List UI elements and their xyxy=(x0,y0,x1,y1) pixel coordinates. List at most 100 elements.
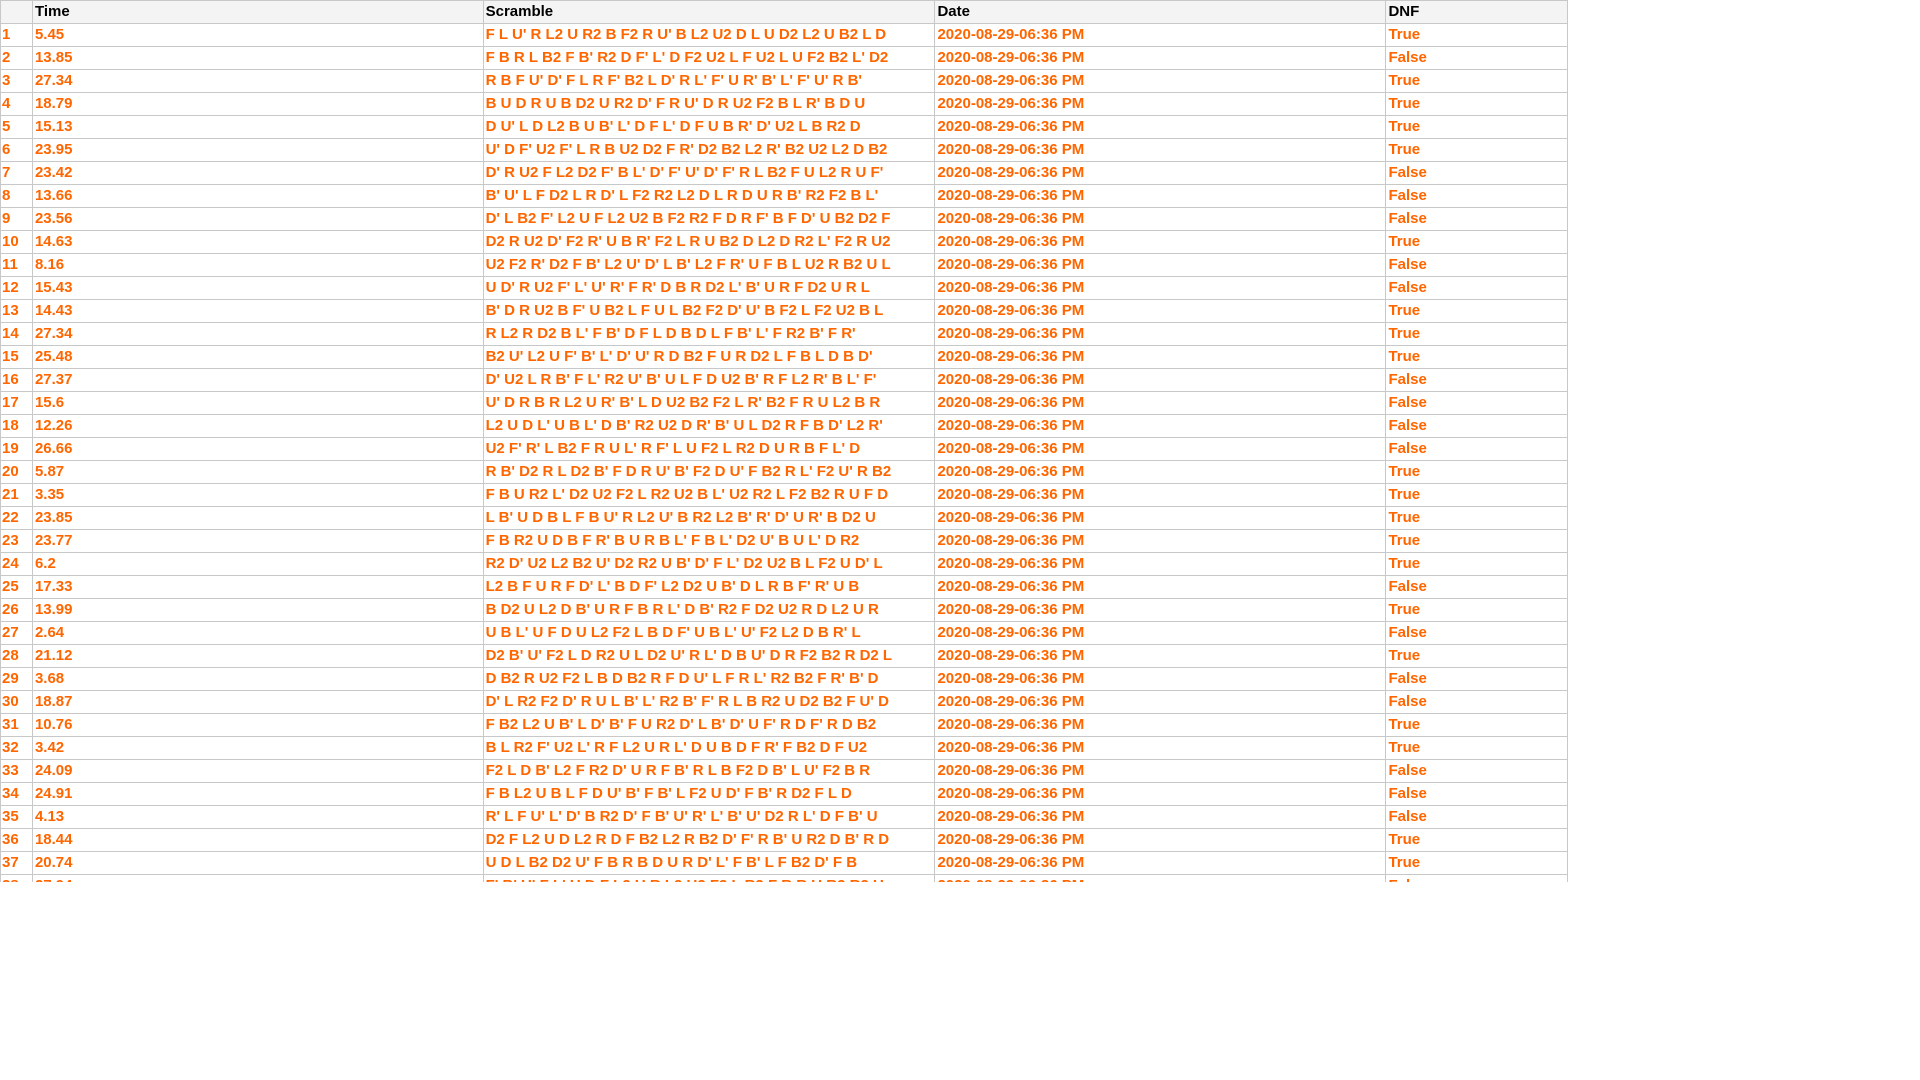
row-number[interactable]: 16 xyxy=(0,368,33,392)
scramble-cell[interactable]: L2 U D L' U B L' D B' R2 U2 D R' B' U L … xyxy=(482,414,936,438)
table-row[interactable]: 27 2.64 U B L' U F D U L2 F2 L B D F' U B … xyxy=(0,621,1568,645)
time-cell[interactable]: 26.66 xyxy=(31,437,484,461)
date-cell[interactable]: 2020-08-29-06:36 PM xyxy=(934,690,1387,714)
scramble-cell[interactable]: B D2 U L2 D B' U R F B R L' D B' R2 F D2… xyxy=(482,598,936,622)
row-number[interactable]: 25 xyxy=(0,575,33,599)
scramble-cell[interactable]: U' D R B R L2 U R' B' L D U2 B2 F2 L R' … xyxy=(482,391,936,415)
table-row[interactable]: 37 20.74 U D L B2 D2 U' F B R B D U R D' L… xyxy=(0,851,1568,875)
date-cell[interactable]: 2020-08-29-06:36 PM xyxy=(934,713,1387,737)
time-cell[interactable]: 27.34 xyxy=(31,322,484,346)
dnf-cell[interactable]: False xyxy=(1385,805,1568,829)
date-cell[interactable]: 2020-08-29-06:36 PM xyxy=(934,138,1387,162)
table-row[interactable]: 29 3.68 D B2 R U2 F2 L B D B2 R F D U' L F… xyxy=(0,667,1568,691)
scramble-cell[interactable]: D2 R U2 D' F2 R' U B R' F2 L R U B2 D L2… xyxy=(482,230,936,254)
dnf-cell[interactable]: True xyxy=(1385,736,1568,760)
date-cell[interactable]: 2020-08-29-06:36 PM xyxy=(934,598,1387,622)
table-row[interactable]: 26 13.99 B D2 U L2 D B' U R F B R L' D B' … xyxy=(0,598,1568,622)
row-number[interactable]: 5 xyxy=(0,115,33,139)
dnf-cell[interactable]: True xyxy=(1385,299,1568,323)
row-number[interactable]: 23 xyxy=(0,529,33,553)
table-row[interactable]: 1 5.45 F L U' R L2 U R2 B F2 R U' B L2 U2 … xyxy=(0,23,1568,47)
time-cell[interactable]: 24.09 xyxy=(31,759,484,783)
time-cell[interactable]: 21.12 xyxy=(31,644,484,668)
dnf-cell[interactable]: True xyxy=(1385,506,1568,530)
scramble-cell[interactable]: B2 U' L2 U F' B' L' D' U' R D B2 F U R D… xyxy=(482,345,936,369)
table-row[interactable]: 2 13.85 F B R L B2 F B' R2 D F' L' D F2 U2… xyxy=(0,46,1568,70)
dnf-cell[interactable]: True xyxy=(1385,460,1568,484)
scramble-cell[interactable]: D2 B' U' F2 L D R2 U L D2 U' R L' D B U'… xyxy=(482,644,936,668)
dnf-cell[interactable]: False xyxy=(1385,667,1568,691)
date-cell[interactable]: 2020-08-29-06:36 PM xyxy=(934,552,1387,576)
scramble-cell[interactable]: F B R L B2 F B' R2 D F' L' D F2 U2 L F U… xyxy=(482,46,936,70)
row-number[interactable]: 21 xyxy=(0,483,33,507)
table-row[interactable]: 8 13.66 B' U' L F D2 L R D' L F2 R2 L2 D L… xyxy=(0,184,1568,208)
row-number[interactable]: 15 xyxy=(0,345,33,369)
dnf-cell[interactable]: True xyxy=(1385,92,1568,116)
dnf-cell[interactable]: True xyxy=(1385,345,1568,369)
date-cell[interactable]: 2020-08-29-06:36 PM xyxy=(934,69,1387,93)
scramble-cell[interactable]: U2 F2 R' D2 F B' L2 U' D' L B' L2 F R' U… xyxy=(482,253,936,277)
table-row[interactable]: 6 23.95 U' D F' U2 F' L R B U2 D2 F R' D2 … xyxy=(0,138,1568,162)
time-cell[interactable]: 13.66 xyxy=(31,184,484,208)
date-cell[interactable]: 2020-08-29-06:36 PM xyxy=(934,345,1387,369)
row-number[interactable]: 33 xyxy=(0,759,33,783)
dnf-cell[interactable]: False xyxy=(1385,207,1568,231)
date-cell[interactable]: 2020-08-29-06:36 PM xyxy=(934,483,1387,507)
time-cell[interactable]: 5.45 xyxy=(31,23,484,47)
scramble-cell[interactable]: F B L2 U B L F D U' B' F B' L F2 U D' F … xyxy=(482,782,936,806)
date-cell[interactable]: 2020-08-29-06:36 PM xyxy=(934,161,1387,185)
row-number[interactable]: 37 xyxy=(0,851,33,875)
column-header-time[interactable]: Time xyxy=(31,0,484,24)
table-row[interactable]: 20 5.87 R B' D2 R L D2 B' F D R U' B' F2 D… xyxy=(0,460,1568,484)
dnf-cell[interactable]: True xyxy=(1385,713,1568,737)
row-number[interactable]: 30 xyxy=(0,690,33,714)
table-row[interactable]: 4 18.79 B U D R U B D2 U R2 D' F R U' D R … xyxy=(0,92,1568,116)
date-cell[interactable]: 2020-08-29-06:36 PM xyxy=(934,299,1387,323)
scramble-cell[interactable]: B' U' L F D2 L R D' L F2 R2 L2 D L R D U… xyxy=(482,184,936,208)
row-number[interactable]: 4 xyxy=(0,92,33,116)
column-header-dnf[interactable]: DNF xyxy=(1385,0,1568,24)
date-cell[interactable]: 2020-08-29-06:36 PM xyxy=(934,529,1387,553)
dnf-cell[interactable]: False xyxy=(1385,161,1568,185)
table-row[interactable]: 24 6.2 R2 D' U2 L2 B2 U' D2 R2 U B' D' F L… xyxy=(0,552,1568,576)
scramble-cell[interactable]: F' B' U' F L' U D F L2 U R L2 U2 F2 L R2… xyxy=(482,874,936,882)
scramble-cell[interactable]: B L R2 F' U2 L' R F L2 U R L' D U B D F … xyxy=(482,736,936,760)
row-number[interactable]: 12 xyxy=(0,276,33,300)
date-cell[interactable]: 2020-08-29-06:36 PM xyxy=(934,23,1387,47)
date-cell[interactable]: 2020-08-29-06:36 PM xyxy=(934,184,1387,208)
row-number[interactable]: 27 xyxy=(0,621,33,645)
time-cell[interactable]: 23.42 xyxy=(31,161,484,185)
scramble-cell[interactable]: R B F U' D' F L R F' B2 L D' R L' F' U R… xyxy=(482,69,936,93)
scramble-cell[interactable]: D U' L D L2 B U B' L' D F L' D F U B R' … xyxy=(482,115,936,139)
dnf-cell[interactable]: True xyxy=(1385,230,1568,254)
table-row[interactable]: 9 23.56 D' L B2 F' L2 U F L2 U2 B F2 R2 F … xyxy=(0,207,1568,231)
date-cell[interactable]: 2020-08-29-06:36 PM xyxy=(934,391,1387,415)
time-cell[interactable]: 3.68 xyxy=(31,667,484,691)
dnf-cell[interactable]: False xyxy=(1385,276,1568,300)
row-number[interactable]: 34 xyxy=(0,782,33,806)
time-cell[interactable]: 20.74 xyxy=(31,851,484,875)
dnf-cell[interactable]: True xyxy=(1385,138,1568,162)
table-row[interactable]: 31 10.76 F B2 L2 U B' L D' B' F U R2 D' L … xyxy=(0,713,1568,737)
scramble-cell[interactable]: D' L B2 F' L2 U F L2 U2 B F2 R2 F D R F'… xyxy=(482,207,936,231)
dnf-cell[interactable]: False xyxy=(1385,391,1568,415)
dnf-cell[interactable]: True xyxy=(1385,322,1568,346)
dnf-cell[interactable]: True xyxy=(1385,115,1568,139)
time-cell[interactable]: 13.85 xyxy=(31,46,484,70)
date-cell[interactable]: 2020-08-29-06:36 PM xyxy=(934,805,1387,829)
row-number[interactable]: 18 xyxy=(0,414,33,438)
date-cell[interactable]: 2020-08-29-06:36 PM xyxy=(934,437,1387,461)
date-cell[interactable]: 2020-08-29-06:36 PM xyxy=(934,667,1387,691)
row-number[interactable]: 31 xyxy=(0,713,33,737)
row-header-corner[interactable] xyxy=(0,0,33,24)
table-row[interactable]: 17 15.6 U' D R B R L2 U R' B' L D U2 B2 F2… xyxy=(0,391,1568,415)
scramble-cell[interactable]: R L2 R D2 B L' F B' D F L D B D L F B' L… xyxy=(482,322,936,346)
dnf-cell[interactable]: False xyxy=(1385,621,1568,645)
scramble-cell[interactable]: D B2 R U2 F2 L B D B2 R F D U' L F R L' … xyxy=(482,667,936,691)
scramble-cell[interactable]: U' D F' U2 F' L R B U2 D2 F R' D2 B2 L2 … xyxy=(482,138,936,162)
scramble-cell[interactable]: F L U' R L2 U R2 B F2 R U' B L2 U2 D L U… xyxy=(482,23,936,47)
time-cell[interactable]: 18.44 xyxy=(31,828,484,852)
scramble-cell[interactable]: R2 D' U2 L2 B2 U' D2 R2 U B' D' F L' D2 … xyxy=(482,552,936,576)
time-cell[interactable]: 18.87 xyxy=(31,690,484,714)
scramble-cell[interactable]: F B R2 U D B F R' B U R B L' F B L' D2 U… xyxy=(482,529,936,553)
